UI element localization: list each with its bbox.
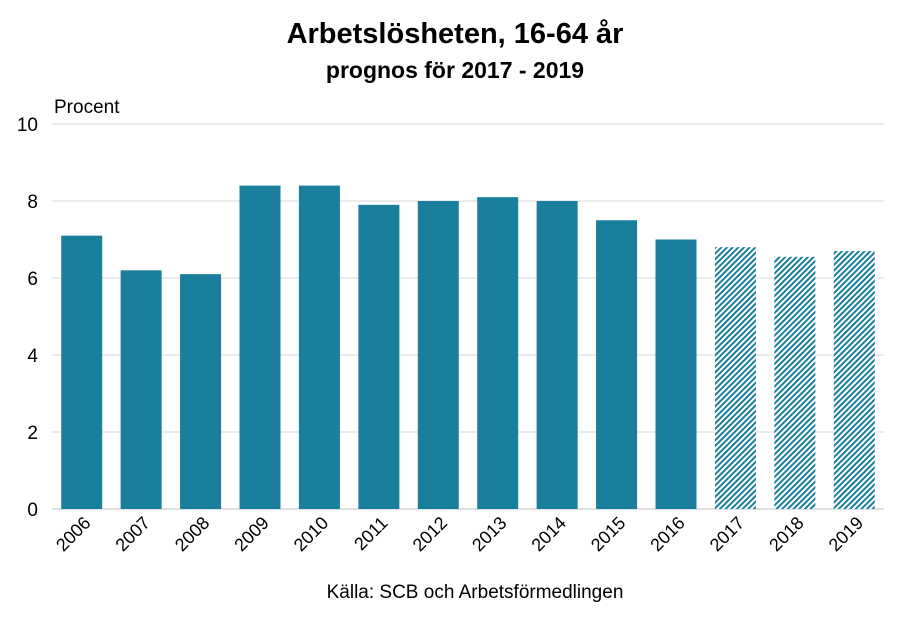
x-tick-label: 2007 (112, 513, 154, 555)
chart-title: Arbetslösheten, 16-64 år (286, 18, 624, 50)
y-tick-label: 8 (27, 192, 38, 213)
bar-2014 (536, 201, 578, 509)
forecast-bar-2019 (833, 251, 875, 510)
forecast-bar-2018 (774, 256, 816, 509)
bar-2010 (298, 185, 340, 509)
x-tick-label: 2009 (230, 513, 272, 555)
bar-2015 (596, 220, 638, 509)
x-tick-label: 2008 (171, 513, 213, 555)
x-tick-label: 2010 (290, 513, 332, 555)
y-tick-label: 4 (27, 346, 38, 367)
y-axis-label: Procent (54, 97, 120, 118)
bar-2016 (655, 239, 697, 509)
x-tick-label: 2018 (765, 513, 807, 555)
y-tick-label: 6 (27, 269, 38, 290)
y-tick-label: 0 (27, 500, 38, 521)
bar-2006 (61, 235, 103, 509)
x-tick-label: 2019 (825, 513, 867, 555)
bar-2008 (180, 274, 222, 509)
x-tick-label: 2016 (646, 513, 688, 555)
bar-2009 (239, 185, 281, 509)
x-tick-label: 2013 (468, 513, 510, 555)
x-tick-label: 2012 (409, 513, 451, 555)
y-tick-label: 10 (17, 115, 38, 136)
x-tick-label: 2015 (587, 513, 629, 555)
x-tick-label: 2014 (528, 513, 570, 555)
bar-2007 (120, 270, 162, 509)
chart-subtitle: prognos för 2017 - 2019 (325, 57, 585, 83)
x-tick-label: 2011 (350, 513, 392, 555)
bar-2012 (417, 201, 459, 509)
bar-2011 (358, 204, 400, 509)
bar-2013 (477, 197, 519, 509)
y-tick-label: 2 (27, 423, 38, 444)
x-tick-label: 2006 (52, 513, 94, 555)
forecast-bar-2017 (714, 247, 756, 509)
x-tick-label: 2017 (706, 513, 748, 555)
source-note: Källa: SCB och Arbetsförmedlingen (326, 582, 624, 603)
